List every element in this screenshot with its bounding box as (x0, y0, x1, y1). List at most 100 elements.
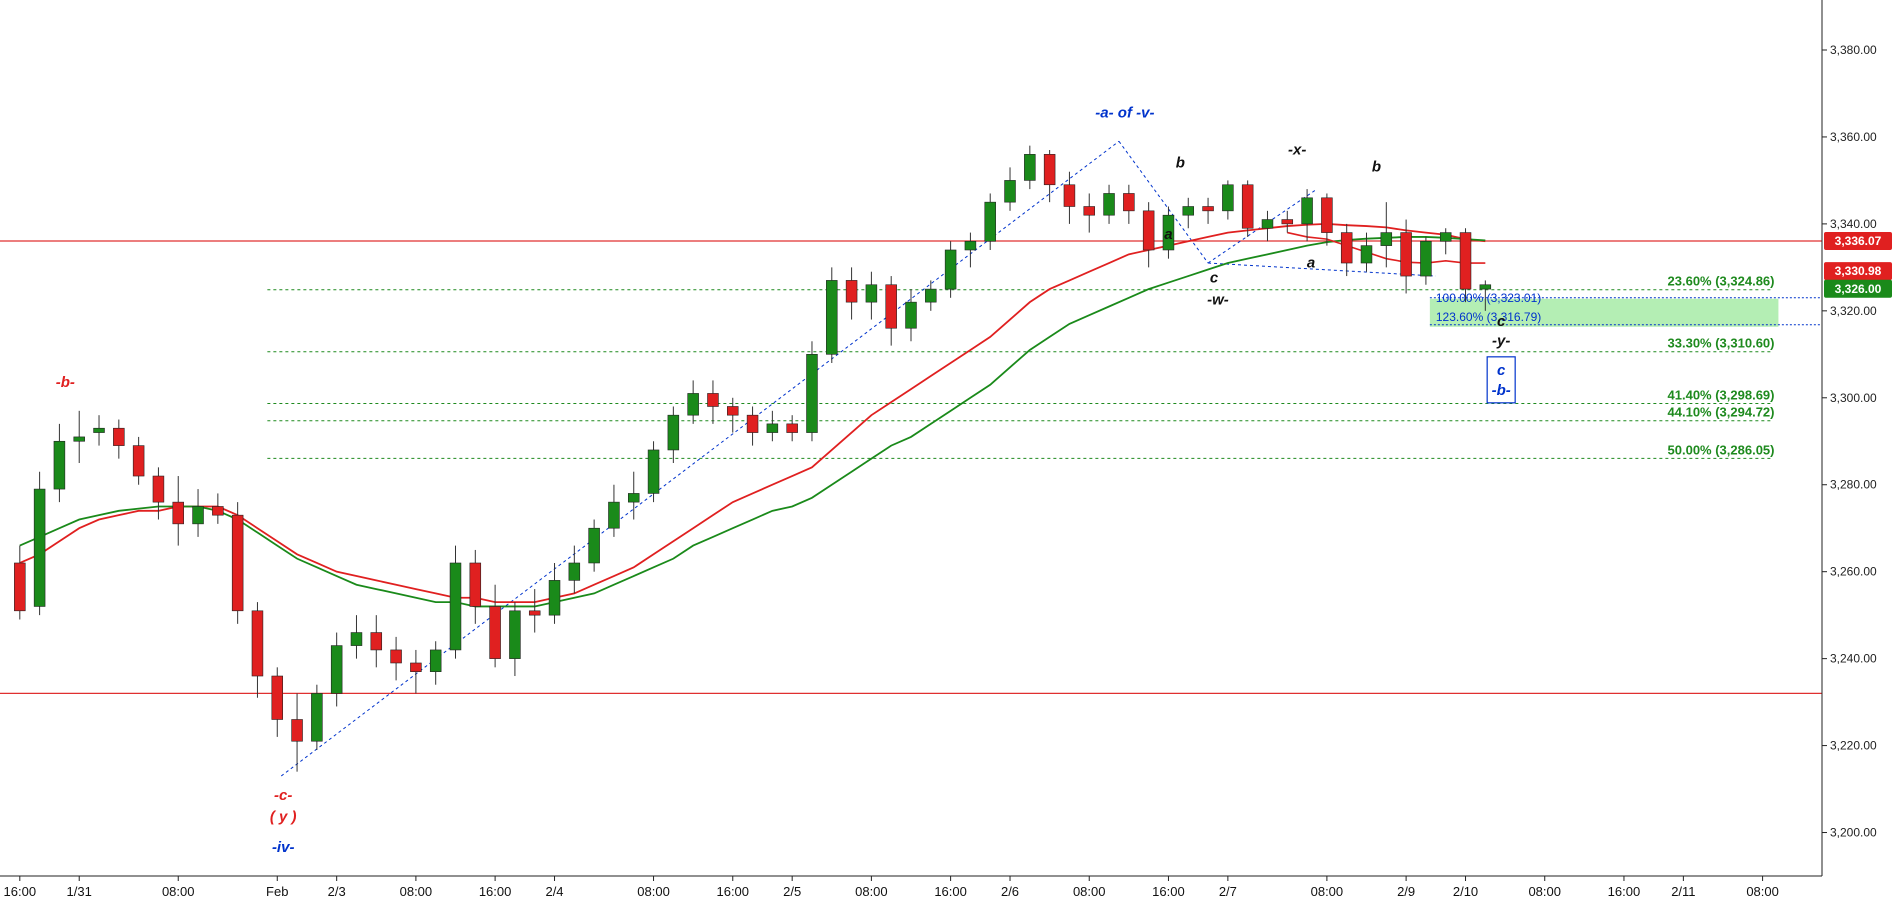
candle-body (687, 393, 699, 416)
x-tick-label: 08:00 (1528, 884, 1561, 899)
x-tick-label: 16:00 (4, 884, 37, 899)
x-tick-label: 08:00 (855, 884, 888, 899)
horizontal-lines (0, 240, 1822, 695)
candle-body (370, 632, 383, 651)
y-tick-label: 3,360.00 (1830, 130, 1877, 144)
wave-labels: -b- -c- ( y ) -iv- -a- of -v-b a c -w- -x-b a c -y-… (56, 104, 1516, 856)
candle-body (1004, 180, 1016, 203)
candle-body (925, 288, 937, 303)
y-tick-label: 3,200.00 (1830, 826, 1877, 840)
wave-label: -x- (1288, 141, 1306, 158)
wave-label: -w- (1207, 291, 1229, 308)
projection-label: 100.00% (3,323.01) (1436, 291, 1541, 305)
candle-body (1083, 206, 1095, 216)
fib-label: 23.60% (3,324.86) (1668, 274, 1775, 289)
candle-body (291, 719, 303, 742)
wave-label: a (1307, 254, 1315, 271)
candle-body (1400, 232, 1412, 277)
y-tick-label: 3,320.00 (1830, 304, 1877, 318)
candle-body (1182, 206, 1195, 216)
x-tick-label: 08:00 (637, 884, 670, 899)
wave-label: c (1497, 313, 1506, 330)
x-tick-label: 2/10 (1453, 884, 1478, 899)
candle-body (647, 449, 660, 494)
candle-body (1103, 193, 1115, 216)
projection-zone: 100.00% (3,323.01) 123.60% (3,316.79) (1429, 291, 1822, 327)
candle-body (350, 632, 363, 646)
x-tick-label: 16:00 (934, 884, 967, 899)
candle-body (1479, 284, 1492, 290)
boxed-label-line: c (1497, 362, 1506, 379)
price-badge (1824, 231, 1892, 250)
candle-body (608, 501, 620, 529)
projection-label: 123.60% (3,316.79) (1436, 310, 1541, 324)
boxed-label-line: -b- (1492, 382, 1511, 399)
wave-label: -a- of -v- (1095, 104, 1154, 121)
candle-body (14, 562, 26, 612)
candle-body (727, 406, 739, 416)
x-tick-label: 16:00 (479, 884, 512, 899)
candle-body (152, 475, 165, 503)
candle-body (964, 240, 977, 251)
candle-body (271, 675, 284, 720)
candle-body (865, 284, 878, 303)
fibonacci-levels: 23.60% (3,324.86) 33.30% (3,310.60) 41.40%… (267, 274, 1774, 459)
x-tick-label: 08:00 (162, 884, 195, 899)
candle-body (1024, 154, 1036, 181)
candle-body (944, 249, 957, 290)
candle-body (885, 284, 897, 329)
price-badge (1824, 262, 1892, 281)
y-tick-label: 3,240.00 (1830, 652, 1877, 666)
candle-body (311, 693, 323, 742)
candle-body (707, 393, 719, 407)
x-tick-label: 08:00 (400, 884, 433, 899)
fib-label: 41.40% (3,298.69) (1668, 387, 1775, 402)
candle-body (627, 493, 640, 503)
candle-body (845, 280, 858, 303)
y-tick-label: 3,300.00 (1830, 391, 1877, 405)
candle-body (1142, 210, 1155, 251)
candle-body (1043, 154, 1056, 186)
candle-body (1420, 240, 1432, 277)
trend-line (1207, 188, 1318, 264)
candle-body (1162, 214, 1175, 251)
price-badge (1824, 279, 1892, 298)
y-tick-label: 3,220.00 (1830, 739, 1877, 753)
candle-body (548, 580, 561, 616)
x-tick-label: 1/31 (67, 884, 92, 899)
x-tick-label: 2/11 (1671, 884, 1695, 899)
price-badge-label: 3,336.07 (1835, 234, 1882, 248)
candle-body (806, 354, 818, 433)
candle-body (826, 280, 838, 355)
y-tick-label: 3,380.00 (1830, 43, 1877, 57)
candle-body (1439, 232, 1452, 242)
candle-body (1202, 206, 1214, 212)
candle-body (390, 649, 402, 664)
wave-label: a (1164, 226, 1172, 243)
x-tick-label: 16:00 (1152, 884, 1185, 899)
candle-body (568, 562, 581, 581)
x-tick-label: 08:00 (1746, 884, 1779, 899)
x-tick-label: 2/5 (783, 884, 801, 899)
candle-body (212, 506, 224, 516)
candle-body (1360, 245, 1373, 264)
wave-label: ( y ) (270, 809, 297, 826)
y-tick-label: 3,340.00 (1830, 217, 1877, 231)
candle-body (984, 201, 996, 242)
trend-line (1208, 262, 1436, 277)
wave-label: -c- (274, 787, 292, 804)
candle-body (1241, 184, 1254, 229)
ema-fast-line (19, 222, 1486, 604)
fib-label: 44.10% (3,294.72) (1668, 405, 1775, 420)
price-badges: 3,336.07 3,330.98 3,326.00 (1824, 231, 1892, 298)
candle-body (192, 506, 204, 525)
candle-body (429, 649, 442, 672)
wave-label: b (1176, 154, 1185, 171)
candle-body (588, 527, 600, 564)
y-tick-label: 3,280.00 (1830, 478, 1877, 492)
candle-body (53, 440, 66, 490)
candle-body (786, 423, 798, 433)
fib-label: 50.00% (3,286.05) (1668, 442, 1775, 457)
